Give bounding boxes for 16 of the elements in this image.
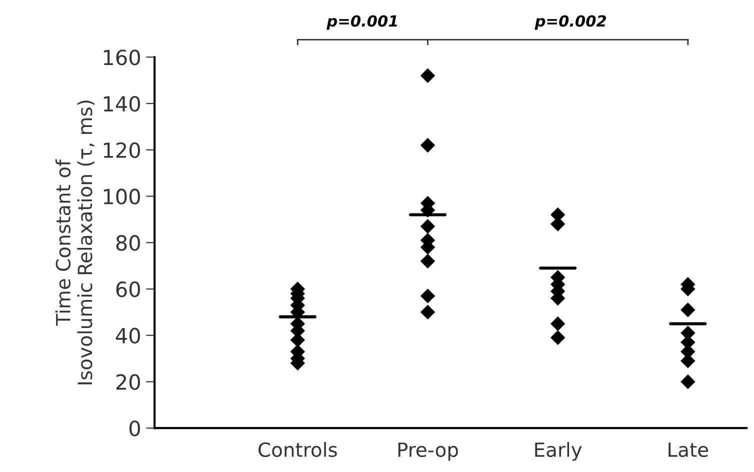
y-tick-label: 80 <box>116 235 140 251</box>
y-axis-title: Time Constant of Isovolumic Relaxation (τ, ms) <box>55 100 95 384</box>
y-tick-label: 100 <box>104 188 140 204</box>
x-tick-label: Late <box>668 442 708 458</box>
y-tick-label: 160 <box>104 50 140 66</box>
x-tick-label: Controls <box>258 442 337 458</box>
y-tick-label: 40 <box>116 328 140 344</box>
y-tick-label: 140 <box>104 96 140 112</box>
y-tick-label: 120 <box>104 142 140 158</box>
x-tick-label: Early <box>535 442 582 461</box>
y-tick-label: 60 <box>116 281 140 298</box>
text: p=0.002 <box>534 15 606 30</box>
y-tick-label: 0 <box>129 420 140 436</box>
y-tick-label: 20 <box>116 374 140 390</box>
text: p=0.001 <box>326 15 397 30</box>
x-tick-label: Pre-op <box>398 442 458 461</box>
